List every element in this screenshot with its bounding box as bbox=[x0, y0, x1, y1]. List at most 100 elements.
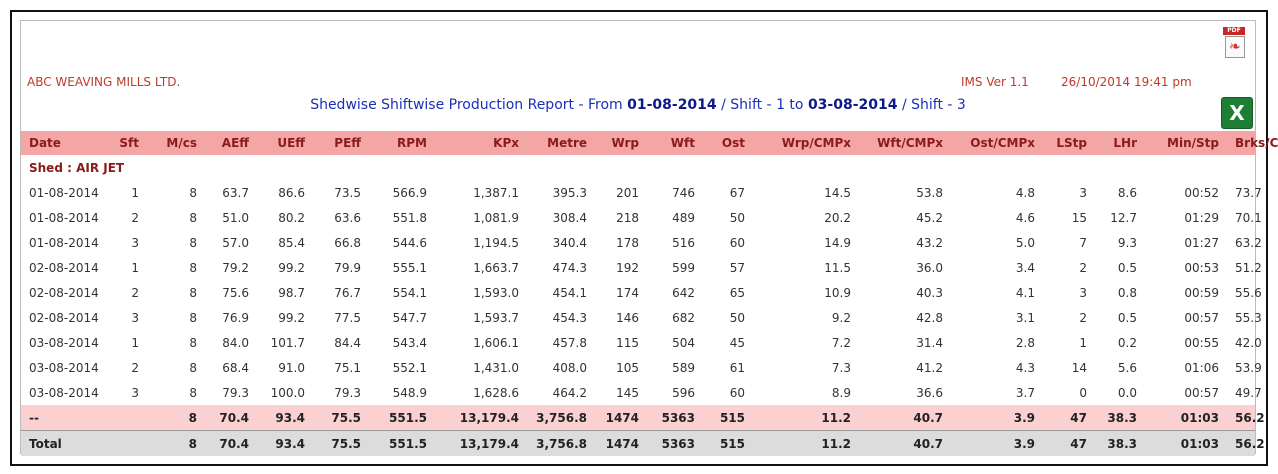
table-cell: 174 bbox=[616, 285, 639, 300]
table-cell: 2 bbox=[131, 360, 139, 375]
table-cell: 63.6 bbox=[334, 210, 361, 225]
table-cell: 1,593.7 bbox=[473, 310, 519, 325]
table-row: 03-08-2014 1 8 84.0 101.7 84.4 543.4 1,606.1 457… bbox=[21, 330, 1262, 355]
column-header: LStp bbox=[1043, 131, 1095, 155]
table-cell: 15 bbox=[1071, 210, 1087, 225]
table-cell: 79.3 bbox=[334, 385, 361, 400]
table-cell: 75.5 bbox=[313, 405, 369, 431]
table-cell: 454.1 bbox=[552, 285, 587, 300]
table-cell: 566.9 bbox=[392, 185, 427, 200]
table-cell: 51.0 bbox=[222, 210, 249, 225]
table-cell: 68.4 bbox=[222, 360, 249, 375]
table-cell: 0.8 bbox=[1117, 285, 1137, 300]
table-cell: 75.6 bbox=[222, 285, 249, 300]
table-cell: 45.2 bbox=[916, 210, 943, 225]
table-cell: 47 bbox=[1043, 430, 1095, 456]
table-cell: 99.2 bbox=[278, 310, 305, 325]
table-cell: 79.2 bbox=[222, 260, 249, 275]
table-cell: 0.2 bbox=[1117, 335, 1137, 350]
table-cell: 8.6 bbox=[1117, 185, 1137, 200]
column-header: LHr bbox=[1095, 131, 1145, 155]
table-cell: 1,593.0 bbox=[473, 285, 519, 300]
table-cell: 8 bbox=[189, 285, 197, 300]
table-cell: 73.7 bbox=[1235, 185, 1262, 200]
pdf-label: PDF bbox=[1223, 27, 1245, 35]
table-cell: 84.0 bbox=[222, 335, 249, 350]
pdf-export-button[interactable]: PDF ❧ bbox=[1223, 27, 1245, 58]
table-cell: 4.1 bbox=[1015, 285, 1035, 300]
table-cell: 55.6 bbox=[1235, 285, 1262, 300]
title-shift-to: / Shift - 3 bbox=[897, 97, 966, 113]
table-cell: 642 bbox=[672, 285, 695, 300]
table-cell: 218 bbox=[616, 210, 639, 225]
table-cell: 4.6 bbox=[1015, 210, 1035, 225]
table-body: Shed : AIR JET 01-08-2014 1 8 63.7 86.6 73.5 56… bbox=[21, 155, 1265, 456]
table-cell: 57.0 bbox=[222, 235, 249, 250]
column-header: RPM bbox=[369, 131, 435, 155]
table-cell bbox=[109, 405, 147, 431]
table-cell: 79.3 bbox=[222, 385, 249, 400]
table-cell: 86.6 bbox=[278, 185, 305, 200]
table-cell: 1 bbox=[131, 185, 139, 200]
table-cell: 4.3 bbox=[1015, 360, 1035, 375]
table-cell: 45 bbox=[729, 335, 745, 350]
table-cell: 2 bbox=[131, 285, 139, 300]
table-cell: 13,179.4 bbox=[435, 430, 527, 456]
table-cell bbox=[109, 430, 147, 456]
table-row: 02-08-2014 3 8 76.9 99.2 77.5 547.7 1,593.7 454.… bbox=[21, 305, 1262, 330]
table-cell: 36.6 bbox=[916, 385, 943, 400]
table-cell: 53.9 bbox=[1235, 360, 1262, 375]
table-cell: 8 bbox=[189, 235, 197, 250]
table-cell: 115 bbox=[616, 335, 639, 350]
title-shift-from: / Shift - 1 to bbox=[716, 97, 808, 113]
table-cell: 9.3 bbox=[1117, 235, 1137, 250]
table-cell: 02-08-2014 bbox=[29, 310, 99, 325]
table-cell: 11.5 bbox=[824, 260, 851, 275]
table-cell: 67 bbox=[729, 185, 745, 200]
table-cell: 3 bbox=[1079, 285, 1087, 300]
table-cell: 1474 bbox=[595, 405, 647, 431]
report-panel: PDF ❧ ABC WEAVING MILLS LTD. IMS Ver 1.1… bbox=[20, 20, 1278, 456]
table-cell: 552.1 bbox=[392, 360, 427, 375]
table-cell: 515 bbox=[703, 430, 753, 456]
table-cell: 98.7 bbox=[278, 285, 305, 300]
table-cell: 8 bbox=[189, 385, 197, 400]
table-cell: 1,194.5 bbox=[473, 235, 519, 250]
table-cell: 1,387.1 bbox=[473, 185, 519, 200]
table-cell: 554.1 bbox=[392, 285, 427, 300]
table-cell: 0.5 bbox=[1117, 310, 1137, 325]
table-cell: 03-08-2014 bbox=[29, 385, 99, 400]
table-cell: 55.3 bbox=[1235, 310, 1262, 325]
table-header-row: Date Sft M/cs AEff UEff PEff RPM KPx Metre Wrp Wft… bbox=[21, 131, 1278, 155]
table-cell: 76.9 bbox=[222, 310, 249, 325]
app-version: IMS Ver 1.1 bbox=[961, 75, 1029, 89]
column-header: Wft/CMPx bbox=[859, 131, 951, 155]
table-cell: 0 bbox=[1079, 385, 1087, 400]
table-cell: 474.3 bbox=[552, 260, 587, 275]
table-cell: 547.7 bbox=[392, 310, 427, 325]
table-cell: 5.6 bbox=[1117, 360, 1137, 375]
table-cell: 00:57 bbox=[1184, 310, 1219, 325]
column-header: Ost bbox=[703, 131, 753, 155]
table-cell: 50 bbox=[729, 310, 745, 325]
title-to-date: 03-08-2014 bbox=[807, 97, 898, 113]
table-cell: 551.8 bbox=[392, 210, 427, 225]
table-cell: 464.2 bbox=[552, 385, 587, 400]
pdf-icon: ❧ bbox=[1225, 36, 1245, 58]
table-cell: 504 bbox=[672, 335, 695, 350]
table-cell: 47 bbox=[1043, 405, 1095, 431]
table-cell: 548.9 bbox=[392, 385, 427, 400]
table-cell: 457.8 bbox=[552, 335, 587, 350]
table-cell: 53.8 bbox=[916, 185, 943, 200]
table-cell: 85.4 bbox=[278, 235, 305, 250]
table-cell: 589 bbox=[672, 360, 695, 375]
table-cell: 00:53 bbox=[1184, 260, 1219, 275]
table-cell: 56.2 bbox=[1227, 405, 1265, 431]
table-cell: 489 bbox=[672, 210, 695, 225]
table-cell: 70.4 bbox=[205, 405, 257, 431]
table-cell: 14 bbox=[1071, 360, 1087, 375]
table-cell: 84.4 bbox=[334, 335, 361, 350]
excel-export-button[interactable]: X bbox=[1221, 97, 1253, 129]
shed-group-row: Shed : AIR JET bbox=[21, 155, 1255, 180]
table-cell: 145 bbox=[616, 385, 639, 400]
